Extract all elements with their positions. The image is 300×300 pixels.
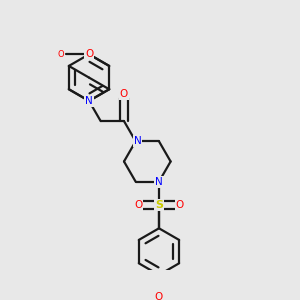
Text: N: N xyxy=(155,177,163,187)
Text: O: O xyxy=(120,89,128,99)
Text: O: O xyxy=(155,292,163,300)
Text: O: O xyxy=(134,200,142,210)
Text: N: N xyxy=(85,96,93,106)
Text: O: O xyxy=(85,49,93,59)
Text: N: N xyxy=(134,136,141,146)
Text: O: O xyxy=(58,50,64,59)
Text: S: S xyxy=(155,200,163,210)
Text: O: O xyxy=(176,200,184,210)
